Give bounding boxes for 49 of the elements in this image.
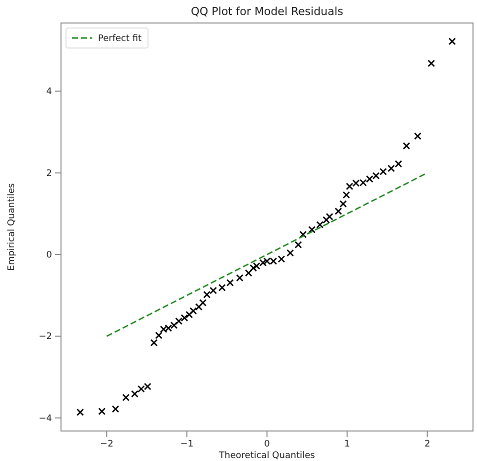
y-tick-label: 2 — [46, 168, 52, 179]
point — [236, 274, 244, 282]
y-tick-label: −4 — [38, 414, 52, 424]
x-tick-label: −1 — [180, 439, 194, 450]
point — [448, 38, 456, 46]
point — [150, 339, 158, 346]
point — [155, 332, 162, 340]
point — [122, 394, 130, 402]
point — [394, 160, 402, 168]
legend-label: Perfect fit — [98, 34, 142, 44]
point — [76, 408, 84, 416]
point — [388, 164, 395, 172]
point — [244, 269, 252, 277]
point — [186, 310, 193, 318]
point — [190, 307, 197, 315]
y-axis-title: Empirical Quantiles — [7, 182, 17, 271]
point — [210, 286, 217, 294]
x-tick-label: 1 — [344, 439, 350, 450]
point — [402, 142, 410, 150]
point — [299, 230, 307, 238]
point — [226, 279, 234, 286]
y-tick-label: −2 — [38, 332, 52, 342]
point — [326, 212, 334, 220]
point — [131, 390, 138, 398]
y-tick-label: 4 — [46, 87, 52, 98]
point — [380, 168, 387, 176]
point — [250, 264, 258, 272]
point — [98, 408, 106, 416]
point — [316, 221, 324, 228]
point — [342, 191, 350, 199]
x-tick-label: −2 — [100, 439, 114, 450]
point — [339, 200, 347, 208]
point — [308, 226, 316, 234]
x-axis-title: Theoretical Quantiles — [218, 451, 316, 461]
x-tick-label: 2 — [424, 439, 430, 450]
point — [294, 241, 302, 248]
point — [218, 284, 226, 292]
point — [203, 290, 211, 298]
point — [195, 303, 203, 311]
chart-title: QQ Plot for Model Residuals — [190, 5, 344, 18]
point — [334, 208, 342, 215]
point — [322, 216, 330, 224]
point — [286, 249, 294, 257]
point — [199, 299, 207, 306]
point — [428, 60, 436, 68]
point — [112, 405, 120, 413]
x-tick-label: 0 — [264, 439, 270, 450]
y-tick-label: 0 — [46, 250, 52, 260]
point — [414, 132, 422, 140]
